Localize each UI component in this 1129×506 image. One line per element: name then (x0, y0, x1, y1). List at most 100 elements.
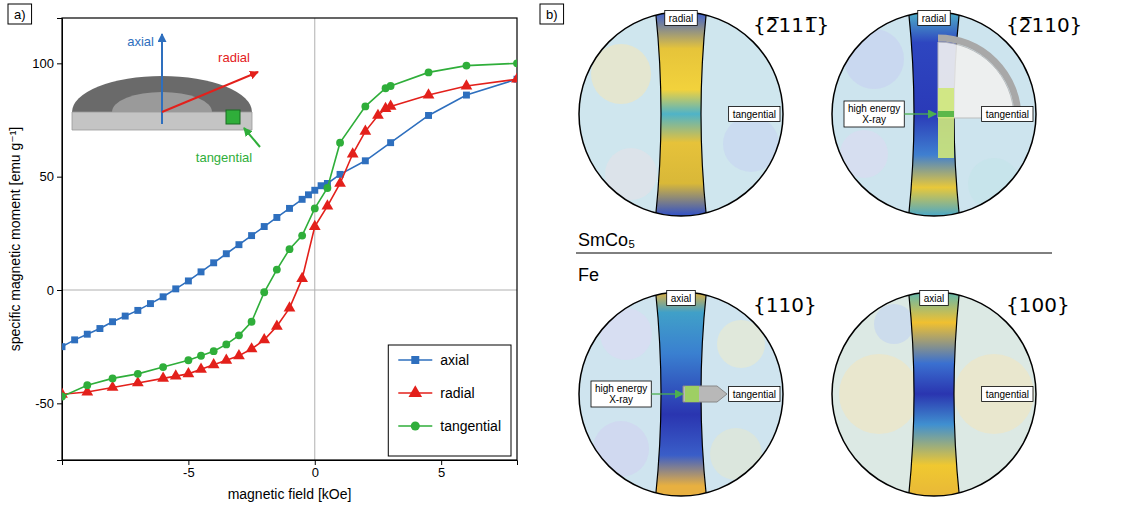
pole-figure-blob (605, 148, 657, 200)
x-axis: -5 0 5 (63, 460, 518, 480)
pole-figure: axialtangentialhigh energyX-ray{110} (579, 286, 817, 502)
legend-label: axial (440, 352, 469, 368)
inset-arrow (244, 128, 260, 147)
series-marker (258, 333, 270, 343)
series-marker (260, 288, 268, 296)
series-marker (286, 205, 293, 212)
pole-figure-blob (968, 158, 1020, 210)
series-marker (461, 79, 473, 89)
pole-figure-blob (874, 304, 914, 344)
legend-swatch (411, 421, 420, 430)
pole-figure-blob (600, 308, 652, 360)
series-marker (361, 102, 369, 110)
y-tick: 50 (40, 169, 62, 184)
sample-slice-beam (938, 111, 954, 117)
x-tick: 0 (312, 460, 319, 480)
direction-label-box (729, 107, 780, 122)
direction-label-box (982, 107, 1033, 122)
legend: axialradialtangential (388, 345, 511, 456)
series-marker (311, 204, 319, 212)
series-marker (513, 59, 517, 67)
series-marker (463, 62, 471, 70)
series-marker (122, 313, 129, 320)
y-tick: -50 (35, 396, 62, 411)
series-marker (160, 293, 167, 300)
direction-label-text: tangential (733, 109, 776, 120)
series-marker (183, 367, 195, 377)
series-marker (134, 307, 141, 314)
pole-figure-blob (593, 421, 649, 477)
direction-label: tangential (982, 107, 1033, 122)
y-tick: 0 (47, 283, 62, 298)
y-tick: 100 (32, 56, 62, 71)
beam-label-text: high energyX-ray (595, 383, 647, 405)
sample-sketch (683, 386, 727, 402)
pole-figure-outline (832, 292, 1036, 496)
x-tick-label: 0 (312, 465, 319, 480)
group-label: SmCo₅ (578, 230, 635, 250)
pole-figure-title: {2̅111̅} (753, 13, 829, 37)
y-axis-title: specific magnetic moment [emu g⁻¹] (7, 127, 23, 351)
direction-label-box (918, 11, 950, 26)
series-marker (62, 343, 65, 350)
series-marker (147, 300, 154, 307)
y-tick-mark (57, 290, 62, 291)
direction-label: tangential (982, 387, 1033, 402)
y-tick-label: 0 (47, 283, 54, 298)
direction-label-box (920, 291, 949, 306)
direction-label-text: tangential (733, 389, 776, 400)
x-axis-title: magnetic field [kOe] (228, 486, 352, 502)
direction-label-box (667, 291, 696, 306)
series-marker (284, 301, 296, 311)
inset-cube (226, 110, 240, 124)
series-marker (511, 72, 517, 82)
reference-lines (62, 18, 517, 460)
pole-figure-blob (844, 29, 904, 89)
series-marker (273, 266, 281, 274)
series-marker (157, 372, 169, 382)
series-marker (185, 277, 192, 284)
series-marker (84, 331, 91, 338)
series-marker (286, 245, 294, 253)
series-marker (96, 325, 103, 332)
x-tick-label: -5 (183, 465, 195, 480)
series-marker (134, 370, 142, 378)
series-marker (233, 349, 245, 359)
series-marker (336, 139, 344, 147)
series-marker (246, 342, 258, 352)
direction-label-text: tangential (986, 389, 1029, 400)
x-tick: 5 (438, 460, 445, 480)
series-marker (235, 241, 242, 248)
y-tick-mark (57, 403, 62, 404)
figure: a)-505-50050100magnetic field [kOe]speci… (0, 0, 1129, 506)
series-marker (210, 259, 217, 266)
y-tick-label: 50 (40, 169, 54, 184)
legend-label: tangential (440, 418, 501, 434)
direction-label-text: tangential (986, 109, 1029, 120)
series-marker (359, 125, 371, 135)
pole-figure: axial tangential {100} (832, 286, 1070, 502)
legend-box (388, 345, 511, 456)
inset-sample: axialradialtangential (72, 34, 260, 165)
series-marker (299, 196, 306, 203)
series-marker (423, 88, 435, 98)
beam-label-box (844, 101, 904, 127)
direction-label: radial (918, 11, 950, 26)
direction-label: tangential (729, 387, 780, 402)
series-marker (195, 363, 207, 373)
series-marker (425, 68, 433, 76)
pole-figure-band (908, 286, 960, 502)
inset-arrow (161, 34, 163, 124)
beam-arrow (904, 113, 936, 114)
series-marker (248, 232, 255, 239)
direction-label: radial (665, 11, 697, 26)
panel-label-text: a) (14, 7, 26, 22)
series-marker (222, 340, 230, 348)
y-axis-line (57, 19, 63, 461)
pole-figure-title: {100} (1006, 293, 1070, 317)
direction-label-box (665, 11, 697, 26)
series-marker (311, 187, 318, 194)
series-marker (170, 369, 182, 379)
x-axis-line (63, 461, 518, 466)
direction-label-text: axial (924, 293, 945, 304)
